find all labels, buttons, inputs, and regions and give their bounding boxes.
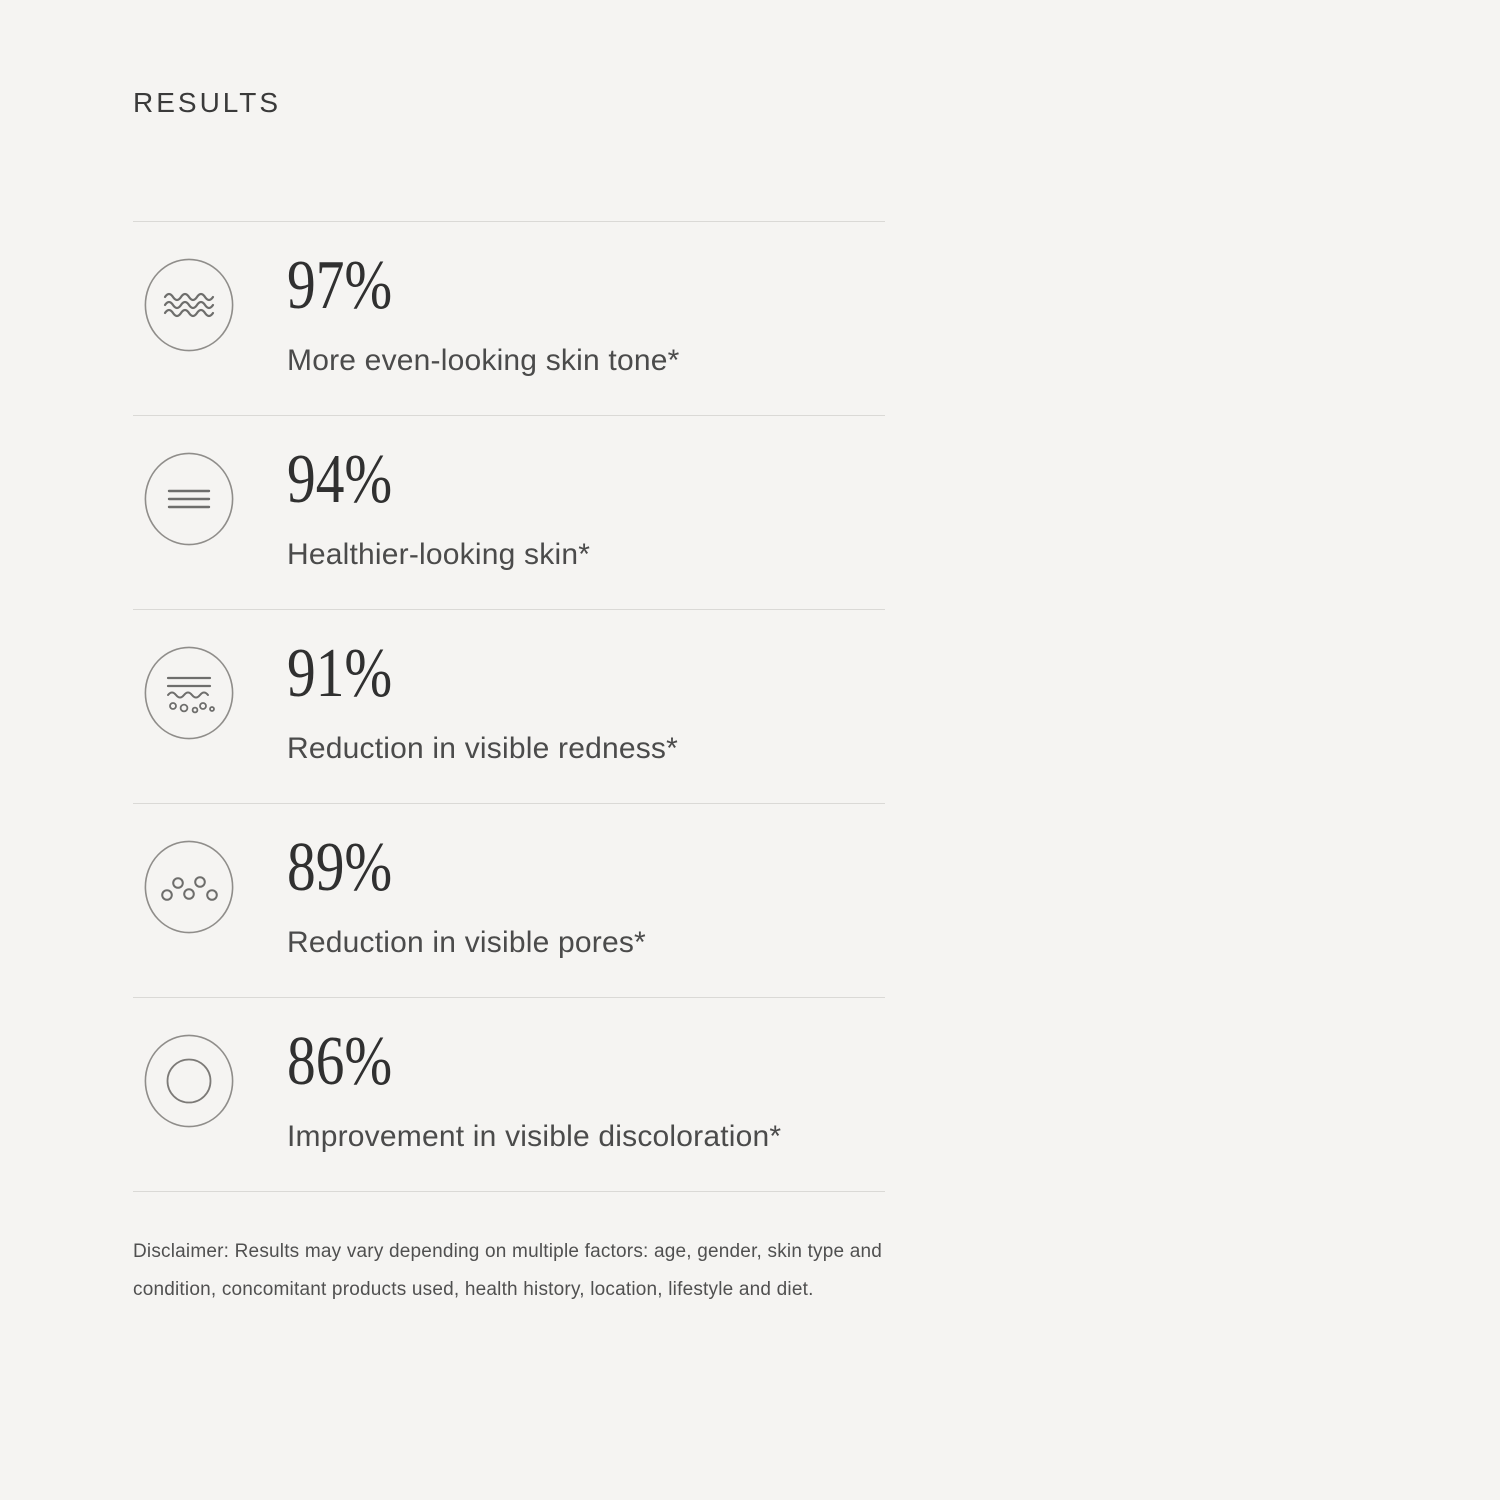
result-label: Improvement in visible discoloration*: [287, 1120, 782, 1153]
result-percentage: 86%: [287, 1023, 393, 1100]
waves-icon: [144, 255, 234, 352]
result-row-skin-tone: 97% More even-looking skin tone*: [133, 221, 885, 415]
page-title: RESULTS: [133, 87, 282, 118]
result-percentage: 91%: [287, 635, 393, 712]
result-row-healthier-skin: 94% Healthier-looking skin*: [133, 415, 885, 609]
horizontal-lines-icon: [144, 449, 234, 546]
result-row-redness: 91% Reduction in visible redness*: [133, 609, 885, 803]
result-row-pores: 89% Reduction in visible pores*: [133, 803, 885, 997]
result-text: 86% Improvement in visible discoloration…: [287, 1023, 782, 1154]
result-percentage: 97%: [287, 247, 393, 324]
result-label: Reduction in visible pores*: [287, 926, 646, 959]
result-percentage: 94%: [287, 441, 393, 518]
result-row-discoloration: 86% Improvement in visible discoloration…: [133, 997, 885, 1191]
result-percentage: 89%: [287, 829, 393, 906]
content-column: RESULTS 97% More even-looking skin tone*: [133, 87, 885, 1300]
result-label: Reduction in visible redness*: [287, 732, 679, 765]
result-text: 89% Reduction in visible pores*: [287, 829, 646, 960]
result-label: Healthier-looking skin*: [287, 538, 591, 571]
result-text: 97% More even-looking skin tone*: [287, 247, 680, 378]
result-label: More even-looking skin tone*: [287, 344, 680, 377]
result-text: 91% Reduction in visible redness*: [287, 635, 679, 766]
results-list: 97% More even-looking skin tone* 94% H: [133, 221, 885, 1192]
concentric-circles-icon: [144, 1031, 234, 1128]
result-text: 94% Healthier-looking skin*: [287, 441, 591, 572]
disclaimer-text: Disclaimer: Results may vary depending o…: [133, 1241, 883, 1300]
pores-dots-icon: [144, 837, 234, 934]
skin-redness-icon: [144, 643, 234, 740]
